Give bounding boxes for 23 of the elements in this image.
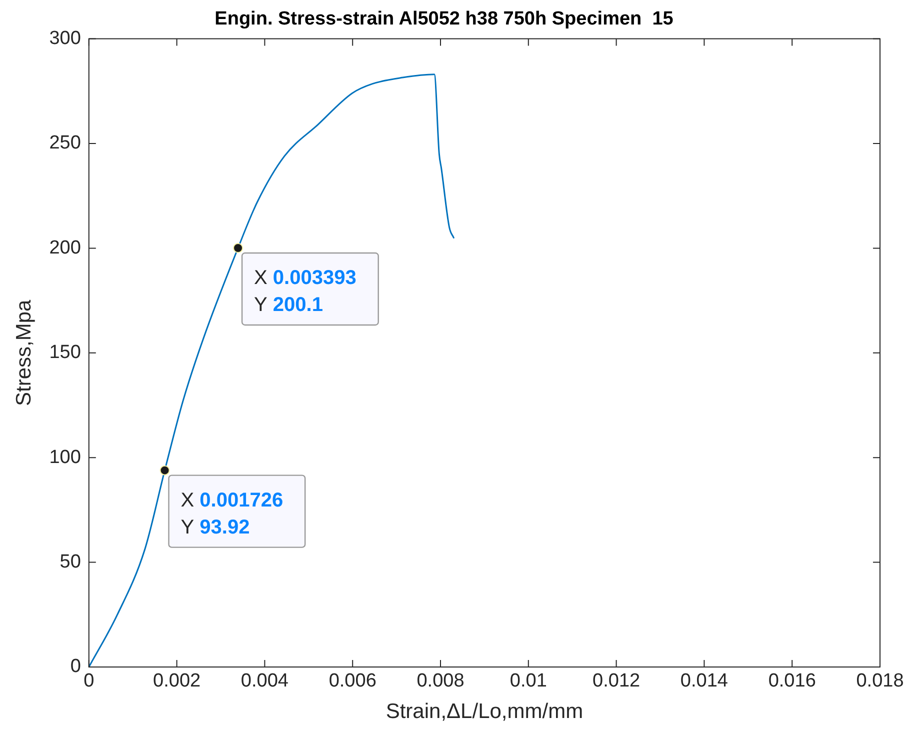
y-tick-label: 0 (70, 656, 81, 678)
y-axis-title: Stress,Mpa (12, 299, 36, 406)
x-tick-label: 0.014 (680, 670, 728, 692)
x-axis-title: Strain,ΔL/Lo,mm/mm (386, 700, 584, 724)
line-series (88, 74, 454, 667)
x-tick-label: 0.012 (592, 670, 640, 692)
x-tick-label: 0.006 (328, 670, 376, 692)
annotation: X 0.001726 Y 93.92 (180, 489, 284, 538)
x-tick-label: 0.016 (768, 670, 816, 692)
x-tick-label: 0.004 (240, 670, 289, 692)
x-tick-label: 0.008 (416, 670, 464, 692)
x-tick-label: 0.002 (153, 670, 201, 692)
y-tick-label: 300 (49, 28, 81, 50)
x-tick-label: 0 (84, 670, 94, 692)
y-tick-label: 150 (49, 342, 81, 364)
chart-title: Engin. Stress-strain Al5052 h38 750h Specimen 15 (214, 8, 674, 30)
x-tick-label: 0.018 (856, 670, 904, 692)
y-tick-label: 100 (49, 446, 81, 468)
y-tick-label: 50 (60, 552, 81, 573)
annotation: X 0.003393 Y 200.1 (254, 267, 356, 316)
y-tick-label: 200 (49, 237, 81, 258)
y-tick-label: 250 (49, 132, 81, 154)
x-tick-label: 0.01 (510, 670, 547, 692)
